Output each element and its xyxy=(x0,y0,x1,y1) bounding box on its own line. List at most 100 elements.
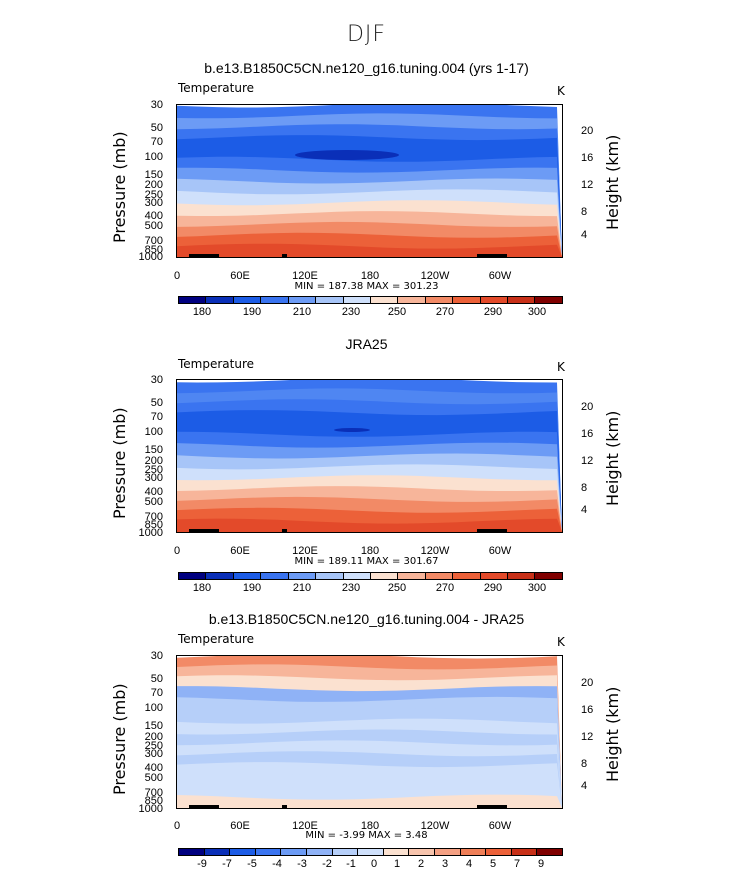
colorbar-swatch xyxy=(255,849,282,855)
height-tick: 16 xyxy=(581,428,594,440)
pressure-tick: 700 xyxy=(144,235,163,247)
pressure-tick: 500 xyxy=(144,220,163,232)
pressure-tick: 150 xyxy=(144,444,163,456)
colorbar-swatch xyxy=(343,297,371,303)
colorbar-swatch xyxy=(332,849,359,855)
pressure-tick: 850 xyxy=(144,519,163,531)
lon-tick: 60E xyxy=(230,545,250,557)
height-tick: 20 xyxy=(581,677,594,689)
pressure-tick: 100 xyxy=(144,151,163,163)
pressure-tick: 300 xyxy=(144,197,163,209)
lon-tick: 120E xyxy=(292,820,318,832)
colorbar-swatch xyxy=(206,573,234,579)
pressure-tick: 400 xyxy=(144,486,163,498)
colorbar-label: 180 xyxy=(192,306,212,318)
contour-band xyxy=(177,243,562,257)
lon-tick: 120E xyxy=(292,545,318,557)
pressure-tick: 30 xyxy=(150,99,163,111)
pressure-tick: 850 xyxy=(144,795,163,807)
lon-tick: 60E xyxy=(230,820,250,832)
pressure-tick: 30 xyxy=(150,650,163,662)
colorbar-swatch xyxy=(206,297,234,303)
page-title: DJF xyxy=(346,22,387,47)
variable-label: Temperature xyxy=(178,357,255,371)
topography-mask xyxy=(189,805,219,808)
colorbar-label: 300 xyxy=(527,306,547,318)
colorbar-label: 230 xyxy=(341,582,361,594)
colorbar-swatch xyxy=(434,849,461,855)
height-tick: 12 xyxy=(581,179,594,191)
lon-tick: 60E xyxy=(230,270,250,282)
colorbar-swatch xyxy=(508,297,536,303)
height-tick: 8 xyxy=(581,758,588,770)
lon-tick: 60W xyxy=(488,545,512,557)
height-tick: 4 xyxy=(581,229,588,241)
pressure-tick: 70 xyxy=(150,136,163,148)
colorbar-swatch xyxy=(383,849,410,855)
contour-plot-svg xyxy=(177,105,562,257)
colorbar-label: 5 xyxy=(489,858,497,870)
colorbar-label: 210 xyxy=(292,306,312,318)
colorbar-swatch xyxy=(370,297,399,303)
colorbar-swatch xyxy=(179,849,205,855)
pressure-tick: 100 xyxy=(144,702,163,714)
colorbar-swatch xyxy=(281,849,307,855)
min-max-text: MIN = 187.38 MAX = 301.23 xyxy=(294,281,439,292)
height-tick: 12 xyxy=(581,455,594,467)
topography-mask xyxy=(189,529,219,532)
pressure-tick: 50 xyxy=(150,122,163,134)
colorbar-swatch xyxy=(316,573,344,579)
pressure-tick: 300 xyxy=(144,748,163,760)
pressure-axis-title: Pressure (mb) xyxy=(110,407,129,519)
colorbar-swatch xyxy=(204,849,231,855)
colorbar xyxy=(178,296,563,304)
colorbar-swatch xyxy=(230,849,256,855)
pressure-tick: 50 xyxy=(150,673,163,685)
colorbar-swatch xyxy=(453,573,481,579)
colorbar-swatch xyxy=(261,297,289,303)
height-axis-title: Height (km) xyxy=(603,686,622,782)
lon-tick: 120W xyxy=(420,545,450,557)
pressure-tick: 700 xyxy=(144,787,163,799)
cold-core xyxy=(334,428,370,432)
topography-mask xyxy=(189,254,219,257)
colorbar-label: 250 xyxy=(387,306,407,318)
lon-tick: 0 xyxy=(173,270,181,282)
colorbar-label: 270 xyxy=(435,306,455,318)
contour-band xyxy=(177,794,562,808)
pressure-tick: 200 xyxy=(144,455,163,467)
colorbar-swatch xyxy=(288,573,317,579)
colorbar-swatch xyxy=(425,297,454,303)
pressure-tick: 100 xyxy=(144,426,163,438)
colorbar-swatch xyxy=(508,573,536,579)
colorbar-swatch xyxy=(511,849,538,855)
colorbar-label: -2 xyxy=(322,858,332,870)
pressure-tick: 400 xyxy=(144,762,163,774)
colorbar-label: 1 xyxy=(393,858,401,870)
colorbar-label: -5 xyxy=(247,858,257,870)
pressure-tick: 850 xyxy=(144,244,163,256)
topography-mask xyxy=(282,529,287,532)
lon-tick: 180 xyxy=(360,545,380,557)
colorbar-label: 270 xyxy=(435,582,455,594)
colorbar-label: 0 xyxy=(370,858,378,870)
pressure-tick: 250 xyxy=(144,740,163,752)
pressure-tick: 150 xyxy=(144,169,163,181)
units-label: K xyxy=(557,635,565,649)
height-tick: 16 xyxy=(581,152,594,164)
colorbar-swatch xyxy=(316,297,344,303)
colorbar-swatch xyxy=(460,849,487,855)
pressure-tick: 30 xyxy=(150,374,163,386)
colorbar-label: -4 xyxy=(272,858,282,870)
colorbar-swatch xyxy=(179,297,207,303)
height-tick: 20 xyxy=(581,125,594,137)
colorbar-swatch xyxy=(261,573,289,579)
pressure-tick: 150 xyxy=(144,720,163,732)
colorbar-swatch xyxy=(480,297,509,303)
pressure-tick: 70 xyxy=(150,411,163,423)
contour-band xyxy=(177,518,562,532)
colorbar-label: 300 xyxy=(527,582,547,594)
colorbar-label: 180 xyxy=(192,582,212,594)
lon-tick: 180 xyxy=(360,820,380,832)
min-max-text: MIN = 189.11 MAX = 301.67 xyxy=(294,556,439,567)
